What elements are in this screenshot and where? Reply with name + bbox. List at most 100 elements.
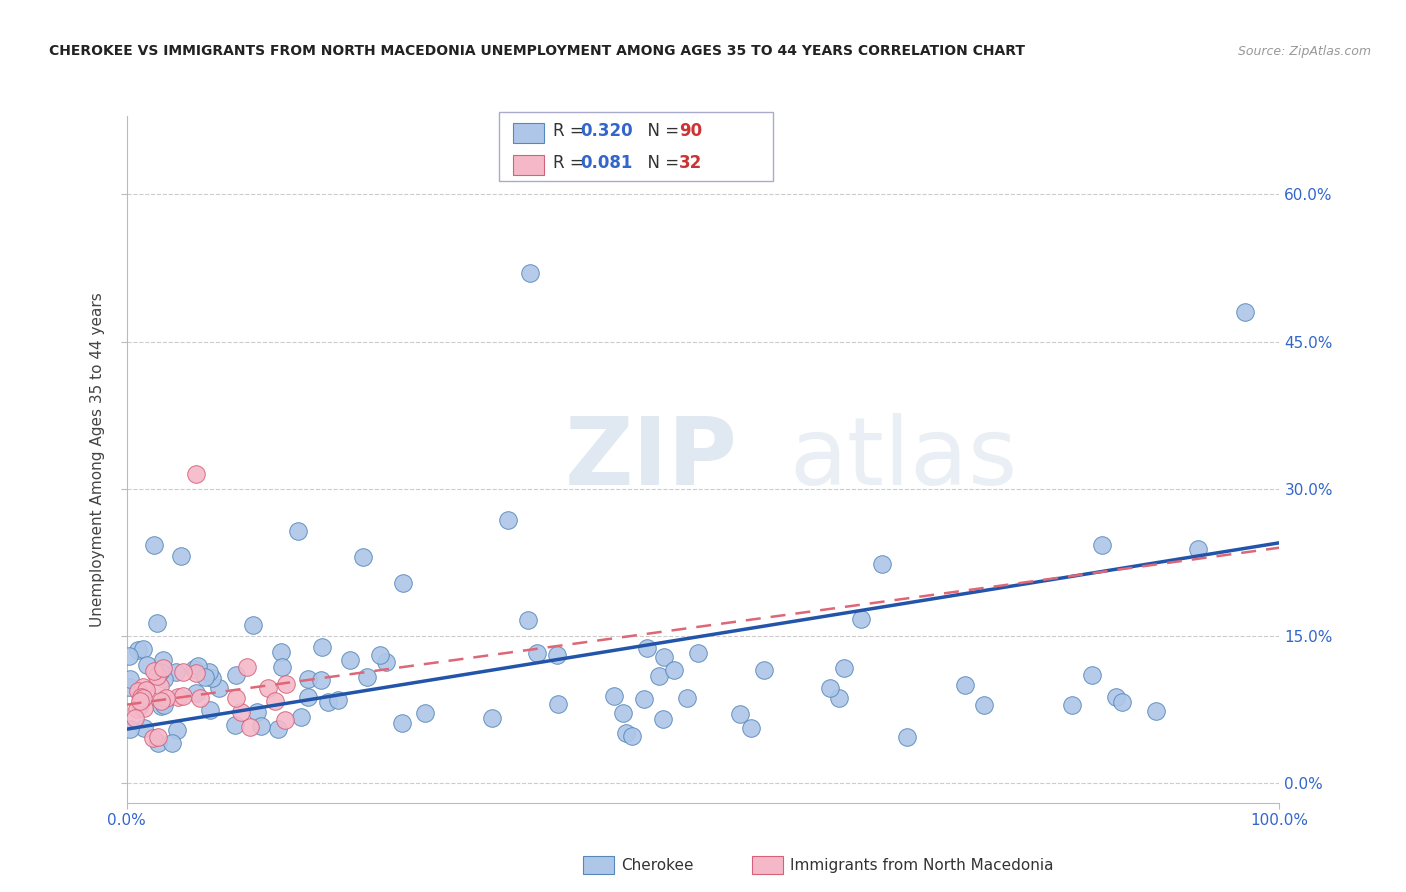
Point	[271, 660, 294, 674]
Point	[129, 698, 152, 712]
Point	[662, 663, 685, 677]
Point	[1062, 698, 1084, 712]
Point	[152, 661, 174, 675]
Point	[274, 677, 297, 691]
Point	[183, 662, 205, 676]
Text: 0.320: 0.320	[581, 122, 633, 140]
Point	[153, 698, 176, 713]
Point	[834, 661, 856, 675]
Point	[198, 665, 221, 679]
Point	[1111, 695, 1133, 709]
Text: N =: N =	[637, 154, 685, 172]
Point	[297, 672, 319, 686]
Point	[547, 697, 569, 711]
Y-axis label: Unemployment Among Ages 35 to 44 years: Unemployment Among Ages 35 to 44 years	[90, 292, 105, 627]
Text: N =: N =	[637, 122, 685, 140]
Point	[676, 690, 699, 705]
Point	[614, 726, 637, 740]
Point	[242, 618, 264, 632]
Point	[142, 731, 165, 745]
Text: 0.081: 0.081	[581, 154, 633, 172]
Point	[311, 640, 333, 654]
Point	[124, 711, 146, 725]
Point	[118, 681, 141, 695]
Point	[224, 718, 246, 732]
Point	[184, 467, 207, 482]
Point	[1091, 538, 1114, 552]
Point	[153, 673, 176, 687]
Point	[391, 716, 413, 731]
Point	[603, 690, 626, 704]
Point	[127, 684, 149, 698]
Point	[728, 707, 751, 722]
Point	[145, 668, 167, 682]
Point	[245, 705, 267, 719]
Point	[250, 719, 273, 733]
Point	[326, 693, 349, 707]
Text: Cherokee: Cherokee	[621, 858, 695, 872]
Point	[170, 549, 193, 564]
Point	[415, 706, 437, 721]
Point	[1144, 704, 1167, 718]
Point	[818, 681, 841, 695]
Point	[118, 649, 141, 664]
Text: ZIP: ZIP	[565, 413, 738, 506]
Point	[129, 694, 152, 708]
Point	[142, 664, 165, 678]
Point	[870, 557, 893, 571]
Point	[754, 664, 776, 678]
Point	[190, 690, 212, 705]
Point	[229, 705, 252, 719]
Point	[612, 706, 634, 720]
Point	[127, 701, 149, 715]
Point	[132, 721, 155, 735]
Point	[172, 690, 194, 704]
Text: R =: R =	[553, 154, 589, 172]
Point	[274, 714, 297, 728]
Point	[207, 681, 229, 695]
Point	[150, 694, 173, 708]
Point	[225, 691, 247, 706]
Point	[740, 721, 762, 735]
Point	[374, 656, 396, 670]
Point	[297, 690, 319, 704]
Point	[633, 692, 655, 706]
Text: CHEROKEE VS IMMIGRANTS FROM NORTH MACEDONIA UNEMPLOYMENT AMONG AGES 35 TO 44 YEA: CHEROKEE VS IMMIGRANTS FROM NORTH MACEDO…	[49, 44, 1025, 58]
Point	[264, 694, 287, 708]
Point	[149, 665, 172, 680]
Point	[287, 524, 309, 538]
Text: Source: ZipAtlas.com: Source: ZipAtlas.com	[1237, 45, 1371, 58]
Point	[160, 736, 183, 750]
Point	[149, 679, 172, 693]
Point	[392, 575, 415, 590]
Point	[148, 736, 170, 750]
Text: atlas: atlas	[790, 413, 1018, 506]
Point	[166, 690, 188, 705]
Point	[309, 673, 332, 688]
Point	[849, 612, 872, 626]
Point	[165, 665, 187, 680]
Point	[200, 703, 222, 717]
Point	[184, 686, 207, 700]
Point	[120, 672, 142, 686]
Point	[143, 538, 166, 552]
Text: 90: 90	[679, 122, 702, 140]
Point	[136, 658, 159, 673]
Text: R =: R =	[553, 122, 589, 140]
Point	[118, 722, 141, 736]
Point	[519, 266, 541, 280]
Point	[1081, 668, 1104, 682]
Point	[953, 678, 976, 692]
Point	[194, 669, 217, 683]
Point	[516, 613, 538, 627]
Point	[352, 549, 374, 564]
Point	[547, 648, 569, 662]
Point	[1187, 541, 1209, 556]
Point	[896, 731, 918, 745]
Point	[166, 723, 188, 738]
Point	[498, 513, 520, 527]
Point	[270, 645, 292, 659]
Point	[129, 690, 152, 705]
Point	[134, 701, 156, 715]
Point	[648, 669, 671, 683]
